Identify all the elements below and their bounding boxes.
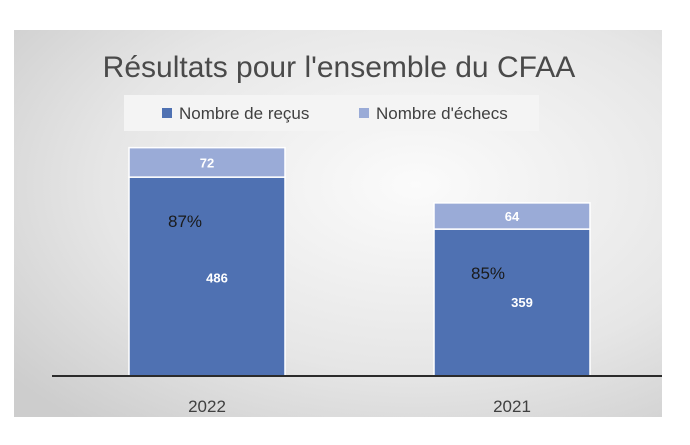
x-tick-label-2022: 2022 (188, 397, 226, 416)
chart-title: Résultats pour l'ensemble du CFAA (103, 51, 576, 84)
legend-swatch-echecs (359, 108, 369, 118)
chart-container: Résultats pour l'ensemble du CFAA Nombre… (14, 30, 662, 417)
percent-annotation-2021: 85% (471, 264, 505, 283)
legend-swatch-recus (162, 108, 172, 118)
bar-echecs-2022 (128, 146, 286, 178)
legend: Nombre de reçus Nombre d'échecs (162, 104, 508, 123)
data-labels-group: 486 72 87% 359 64 85% (168, 155, 533, 310)
x-tick-label-2021: 2021 (493, 397, 531, 416)
percent-annotation-2022: 87% (168, 212, 202, 231)
data-label-echecs-2022: 72 (200, 155, 214, 170)
data-label-echecs-2021: 64 (505, 209, 520, 224)
data-label-recus-2022: 486 (206, 271, 228, 286)
legend-box (124, 95, 539, 131)
data-label-recus-2021: 359 (511, 295, 533, 310)
legend-label-recus: Nombre de reçus (179, 104, 309, 123)
legend-label-echecs: Nombre d'échecs (376, 104, 508, 123)
bar-echecs-2021 (433, 202, 591, 230)
x-tick-labels: 2022 2021 (188, 397, 531, 416)
chart-svg: Résultats pour l'ensemble du CFAA Nombre… (14, 30, 662, 417)
